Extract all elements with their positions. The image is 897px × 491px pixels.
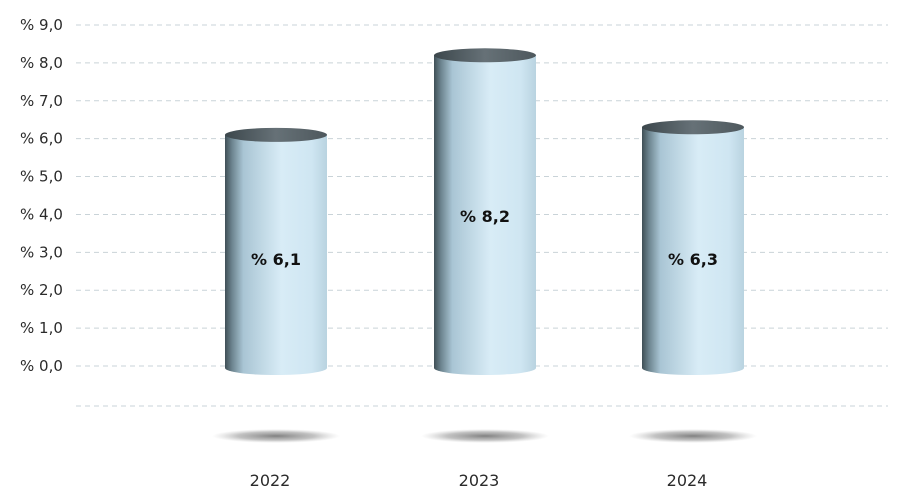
floor-shadows xyxy=(212,429,757,443)
y-tick-label: % 1,0 xyxy=(20,319,63,337)
x-axis-category-labels: 2022 2023 2024 xyxy=(250,471,708,490)
bar-top-cap xyxy=(225,127,327,142)
y-tick-label: % 2,0 xyxy=(20,281,63,299)
x-category-label: 2024 xyxy=(667,471,708,490)
bar-shadow xyxy=(421,429,549,443)
data-labels: % 6,1 % 8,2 % 6,3 xyxy=(251,207,718,269)
y-tick-label: % 7,0 xyxy=(20,92,63,110)
x-category-label: 2023 xyxy=(459,471,500,490)
y-tick-label: % 3,0 xyxy=(20,243,63,261)
bars xyxy=(225,48,744,376)
data-label: % 6,3 xyxy=(668,250,718,269)
x-category-label: 2022 xyxy=(250,471,291,490)
bar-top-cap xyxy=(434,48,536,63)
y-tick-label: % 4,0 xyxy=(20,205,63,223)
bar-shadow xyxy=(212,429,340,443)
data-label: % 8,2 xyxy=(460,207,510,226)
bar-body xyxy=(642,127,744,375)
bar-body xyxy=(225,134,327,375)
y-tick-label: % 5,0 xyxy=(20,168,63,186)
y-tick-label: % 0,0 xyxy=(20,357,63,375)
bar-top-cap xyxy=(642,120,744,135)
bar xyxy=(642,120,744,375)
data-label: % 6,1 xyxy=(251,250,301,269)
y-tick-label: % 9,0 xyxy=(20,16,63,34)
y-tick-label: % 8,0 xyxy=(20,54,63,72)
bar-body xyxy=(434,55,536,376)
bar xyxy=(434,48,536,376)
y-axis-tick-labels: % 0,0 % 1,0 % 2,0 % 3,0 % 4,0 % 5,0 % 6,0 % 7,0… xyxy=(20,16,63,375)
y-tick-label: % 6,0 xyxy=(20,130,63,148)
bar xyxy=(225,127,327,375)
bar-shadow xyxy=(629,429,757,443)
